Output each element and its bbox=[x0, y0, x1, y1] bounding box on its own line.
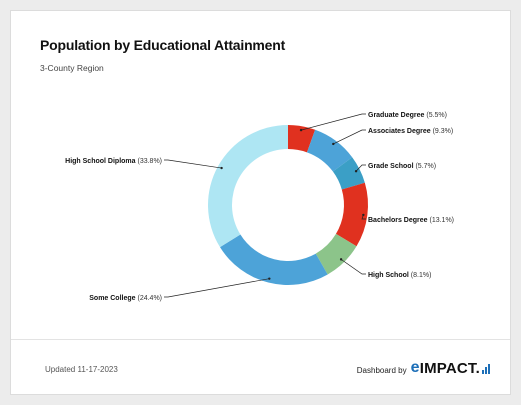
leader-dot bbox=[339, 258, 343, 261]
bar-chart-icon bbox=[482, 364, 490, 374]
leader-dot bbox=[354, 170, 358, 173]
leader-dot bbox=[220, 166, 223, 170]
donut-slice[interactable] bbox=[208, 125, 288, 248]
footer-divider bbox=[11, 339, 510, 340]
leader-line bbox=[340, 259, 366, 275]
leader-dot bbox=[268, 277, 271, 280]
donut-slice[interactable] bbox=[315, 233, 357, 275]
leader-dot bbox=[332, 142, 335, 146]
chart-subtitle: 3-County Region bbox=[40, 63, 104, 73]
slice-label: Associates Degree (9.3%) bbox=[368, 128, 453, 135]
donut-slice[interactable] bbox=[335, 182, 368, 247]
slice-label: Some College (24.4%) bbox=[89, 295, 162, 302]
leader-line bbox=[333, 129, 366, 145]
logo-e: e bbox=[410, 359, 420, 376]
leader-line bbox=[164, 278, 270, 298]
slice-label: Graduate Degree (5.5%) bbox=[368, 112, 447, 119]
slice-label: Grade School (5.7%) bbox=[368, 163, 436, 170]
leader-line bbox=[300, 113, 366, 131]
leader-line bbox=[361, 214, 366, 220]
leader-line bbox=[164, 159, 222, 169]
donut-slice[interactable] bbox=[288, 125, 316, 153]
donut-slice[interactable] bbox=[220, 234, 328, 286]
slice-label: High School (8.1%) bbox=[368, 272, 431, 279]
slice-label: High School Diploma (33.8%) bbox=[65, 158, 162, 165]
chart-title: Population by Educational Attainment bbox=[40, 37, 286, 53]
brand-attribution[interactable]: Dashboard by e IMPACT. bbox=[357, 359, 490, 377]
donut-slice[interactable] bbox=[332, 157, 365, 190]
dashboard-by-label: Dashboard by bbox=[356, 365, 407, 375]
updated-date: Updated 11-17-2023 bbox=[45, 365, 118, 374]
logo-text: IMPACT. bbox=[419, 360, 480, 377]
chart-card: Population by Educational Attainment 3-C… bbox=[10, 10, 511, 395]
leader-dot bbox=[362, 213, 365, 217]
slice-label: Bachelors Degree (13.1%) bbox=[368, 217, 454, 224]
donut-slice[interactable] bbox=[306, 129, 353, 172]
eimpact-logo[interactable]: e IMPACT. bbox=[411, 359, 490, 377]
leader-dot bbox=[299, 128, 303, 132]
leader-line bbox=[355, 164, 366, 172]
